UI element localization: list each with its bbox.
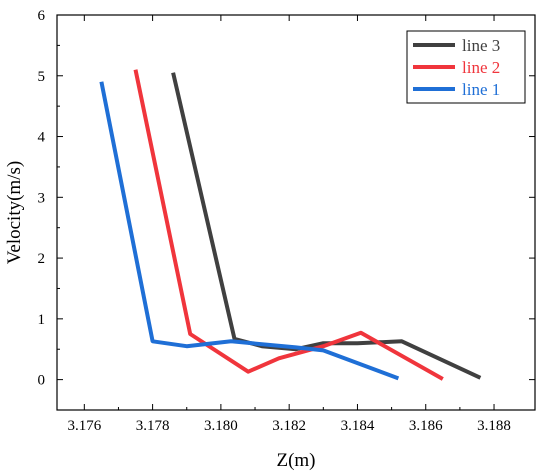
y-tick-label: 0 [38,373,46,389]
x-tick-label: 3.180 [204,418,238,434]
y-axis-title: Velocity(m/s) [4,161,25,264]
x-tick-label: 3.188 [477,418,511,434]
y-tick-label: 4 [38,130,46,146]
y-tick-label: 3 [38,190,46,206]
series-line-3 [99,81,400,381]
y-tick-label: 5 [38,69,46,85]
x-tick-label: 3.178 [136,418,170,434]
axes: 3.176 3.178 3.180 3.182 3.184 3.186 3.188 0 1 2 3 4… [38,8,536,434]
series-line-2 [133,69,444,381]
legend-label: line 3 [462,36,500,55]
legend: line 3 line 2 line 1 [406,30,526,104]
x-tick-label: 3.184 [341,418,375,434]
x-axis-title: Z(m) [276,450,315,471]
legend-label: line 1 [462,80,500,99]
y-tick-label: 1 [38,312,46,328]
x-tick-label: 3.186 [409,418,443,434]
y-tick-label: 2 [38,251,46,267]
x-tick-label: 3.182 [272,418,306,434]
series-line-1 [171,72,482,380]
legend-label: line 2 [462,58,500,77]
y-tick-label: 6 [38,8,46,24]
plot-frame [56,14,536,411]
plot-area [99,69,482,381]
x-tick-label: 3.176 [67,418,101,434]
